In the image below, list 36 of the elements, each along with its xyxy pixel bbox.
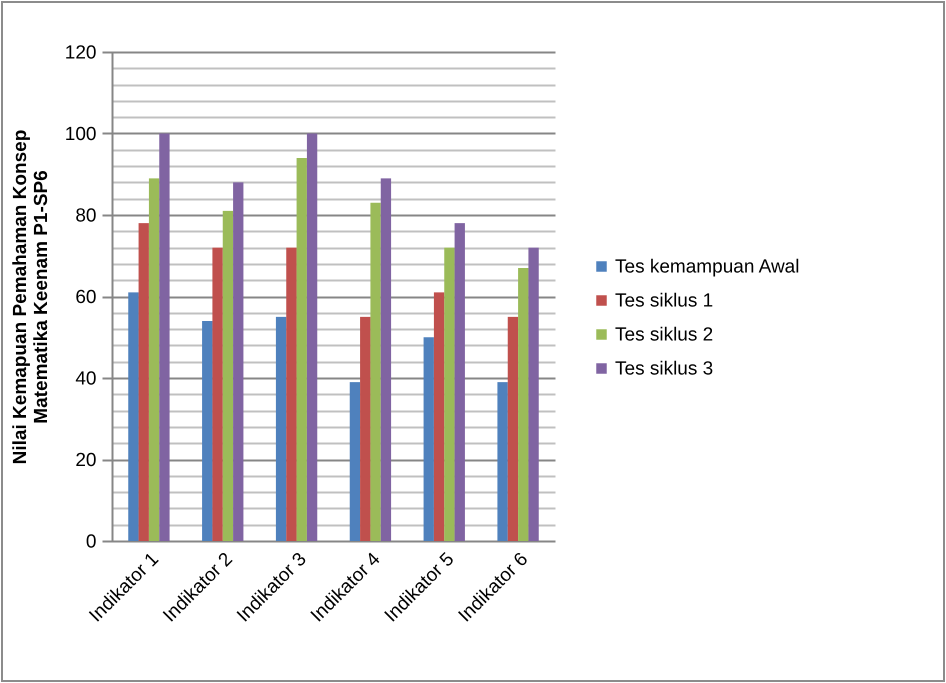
bar <box>159 134 170 541</box>
legend-label: Tes kemampuan Awal <box>615 256 800 278</box>
bar <box>350 382 360 541</box>
bar <box>128 292 139 541</box>
bar <box>360 316 370 541</box>
y-tick-label: 100 <box>64 124 96 145</box>
bar <box>528 248 539 541</box>
legend-label: Tes siklus 2 <box>615 324 714 346</box>
y-tick-label: 80 <box>75 206 96 226</box>
legend-label: Tes siklus 1 <box>615 290 714 312</box>
y-tick-label: 120 <box>64 42 96 64</box>
bar <box>508 316 518 541</box>
bar <box>306 134 318 541</box>
bar <box>222 210 234 541</box>
bar <box>518 268 528 541</box>
legend-label: Tes siklus 3 <box>615 358 714 380</box>
bar <box>212 248 223 541</box>
y-tick-label: 40 <box>75 368 96 390</box>
y-axis-title: Nilai Kemapuan Pemahaman Konsep Matematika Keenam P1-SP6 <box>10 130 52 464</box>
bar <box>286 248 297 541</box>
bar <box>424 337 434 541</box>
bar <box>296 158 307 541</box>
bar <box>276 316 286 541</box>
bar <box>497 382 508 541</box>
bar <box>370 202 381 541</box>
bar <box>380 178 392 541</box>
bar <box>148 178 160 541</box>
bar <box>434 292 444 541</box>
y-tick-label: 0 <box>86 532 96 552</box>
y-tick-label: 20 <box>75 450 96 471</box>
bar <box>444 248 455 541</box>
bar <box>454 223 465 541</box>
bar <box>138 223 149 541</box>
bar <box>202 320 212 541</box>
bar <box>233 182 244 541</box>
y-tick-label: 60 <box>75 287 96 308</box>
